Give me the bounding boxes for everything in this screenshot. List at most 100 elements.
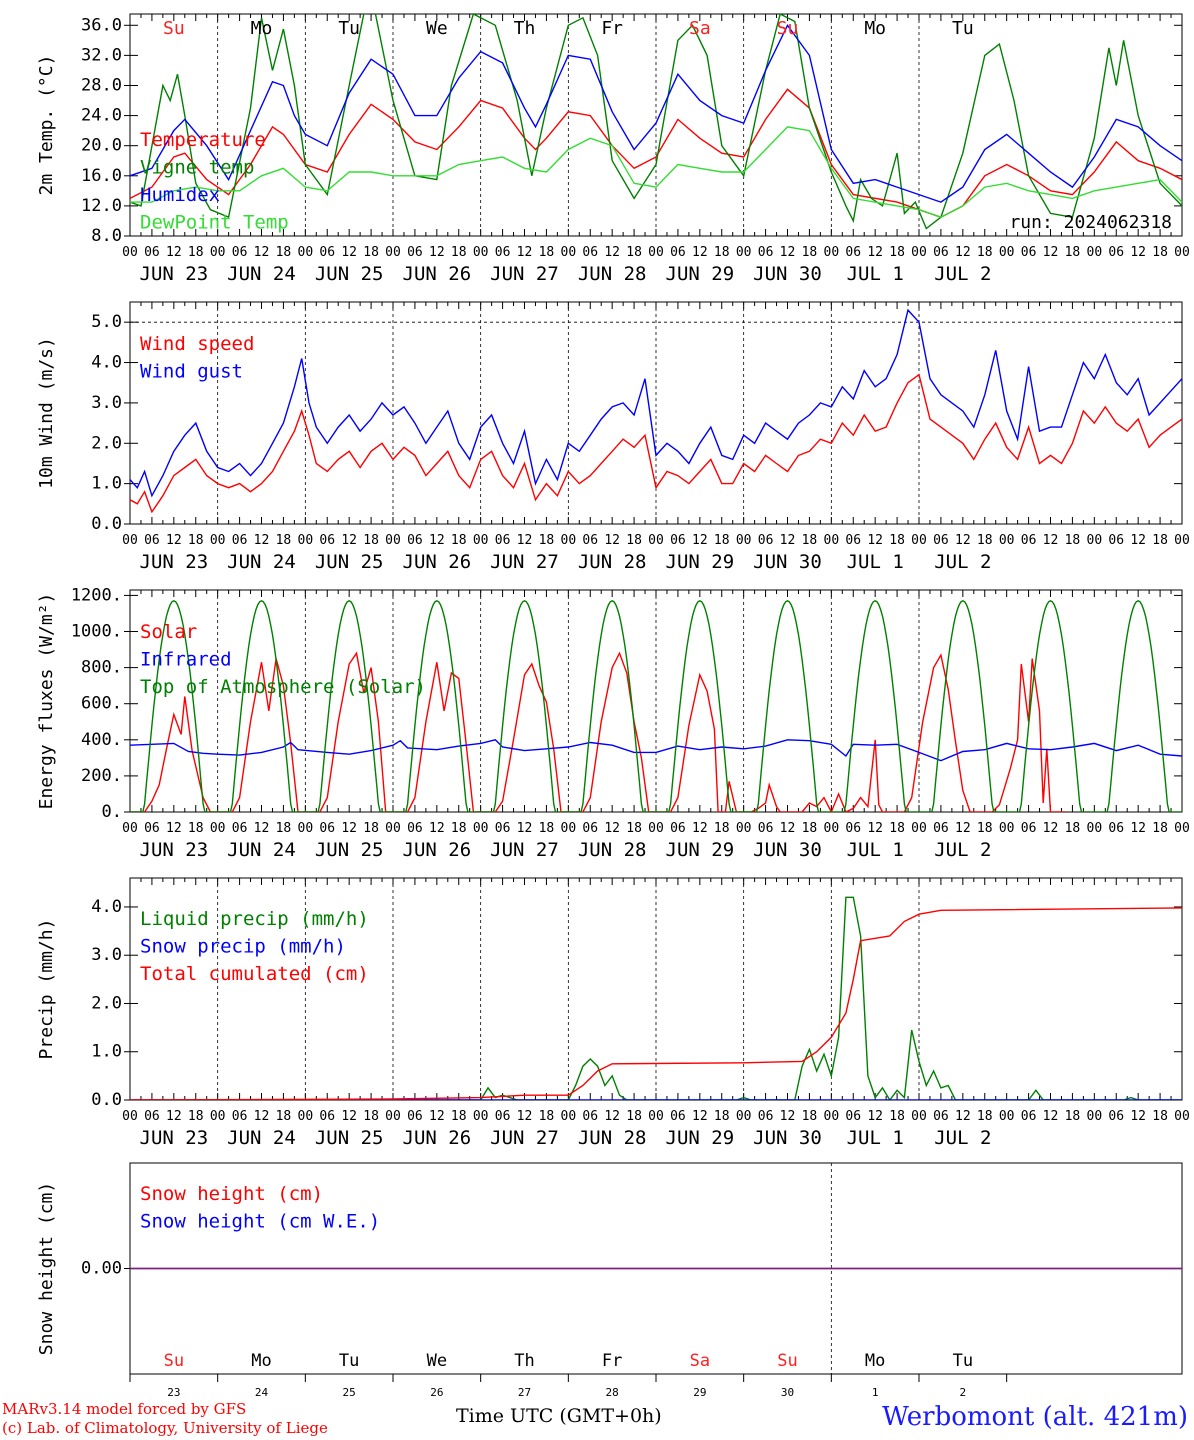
y-axis-title: Precip (mm/h) — [36, 919, 57, 1060]
series-line-wind-gust — [130, 308, 1182, 498]
date-label: JUN 26 — [403, 1127, 472, 1149]
hour-tick-label: 18 — [889, 821, 905, 836]
weekday-top-label: Mo — [251, 18, 273, 39]
hour-tick-label: 00 — [385, 821, 401, 836]
day-number-label: 1 — [872, 1386, 879, 1399]
day-number-label: 26 — [430, 1386, 443, 1399]
y-tick-label: 32.0 — [81, 45, 122, 65]
date-label: JUL 2 — [934, 839, 991, 861]
legend-entry: Snow height (cm) — [140, 1183, 323, 1205]
day-number-label: 25 — [343, 1386, 356, 1399]
hour-tick-label: 06 — [845, 821, 861, 836]
hour-tick-label: 12 — [1130, 1109, 1146, 1124]
y-tick-label: 4.0 — [91, 353, 122, 373]
date-label: JUN 28 — [578, 263, 647, 285]
hour-tick-label: 12 — [955, 533, 971, 548]
date-label: JUN 25 — [315, 839, 384, 861]
hour-tick-label: 12 — [1043, 533, 1059, 548]
y-tick-label: 24.0 — [81, 106, 122, 126]
series-line-solar — [130, 651, 1066, 812]
y-tick-label: 2.0 — [91, 993, 122, 1013]
hour-tick-label: 06 — [933, 1109, 949, 1124]
weekday-label: Th — [514, 1351, 534, 1371]
y-tick-label: 2.0 — [91, 433, 122, 453]
date-label: JUN 24 — [227, 551, 296, 573]
hour-tick-label: 18 — [276, 533, 292, 548]
hour-tick-label: 18 — [977, 245, 993, 260]
y-axis-title: 2m Temp. (°C) — [36, 55, 57, 196]
hour-tick-label: 06 — [845, 533, 861, 548]
date-label: JUL 2 — [934, 263, 991, 285]
date-label: JUN 26 — [403, 839, 472, 861]
hour-tick-label: 12 — [166, 245, 182, 260]
hour-tick-label: 12 — [692, 1109, 708, 1124]
hour-tick-label: 00 — [561, 821, 577, 836]
hour-tick-label: 18 — [714, 245, 730, 260]
legend-entry: Wind gust — [140, 361, 243, 383]
hour-tick-label: 06 — [933, 245, 949, 260]
legend-entry: Wind speed — [140, 333, 254, 355]
hour-tick-label: 00 — [736, 533, 752, 548]
hour-tick-label: 06 — [1021, 821, 1037, 836]
hour-tick-label: 06 — [232, 533, 248, 548]
x-axis-title: Time UTC (GMT+0h) — [456, 1405, 662, 1427]
hour-tick-label: 18 — [626, 533, 642, 548]
hour-tick-label: 06 — [933, 533, 949, 548]
date-label: JUN 28 — [578, 839, 647, 861]
weekday-top-label: Fr — [601, 18, 623, 39]
y-tick-label: 28.0 — [81, 75, 122, 95]
hour-tick-label: 00 — [648, 533, 664, 548]
hour-tick-label: 12 — [692, 533, 708, 548]
y-tick-label: 5.0 — [91, 312, 122, 332]
hour-tick-label: 06 — [758, 1109, 774, 1124]
hour-tick-label: 06 — [1108, 533, 1124, 548]
hour-tick-label: 00 — [911, 821, 927, 836]
hour-tick-label: 12 — [780, 1109, 796, 1124]
hour-tick-label: 00 — [385, 245, 401, 260]
hour-tick-label: 00 — [648, 245, 664, 260]
hour-tick-label: 18 — [451, 245, 467, 260]
hour-tick-label: 00 — [561, 533, 577, 548]
date-label: JUN 27 — [490, 263, 559, 285]
hour-tick-label: 12 — [254, 533, 270, 548]
hour-tick-label: 12 — [780, 821, 796, 836]
weekday-top-label: Th — [514, 18, 536, 39]
legend-entry: Total cumulated (cm) — [140, 963, 369, 985]
date-label: JUN 28 — [578, 551, 647, 573]
hour-tick-label: 00 — [1174, 821, 1190, 836]
day-number-label: 23 — [167, 1386, 180, 1399]
hour-tick-label: 12 — [780, 245, 796, 260]
date-label: JUN 23 — [140, 263, 209, 285]
weekday-label: We — [427, 1351, 447, 1371]
hour-tick-label: 12 — [166, 533, 182, 548]
hour-tick-label: 06 — [495, 245, 511, 260]
hour-tick-label: 18 — [714, 533, 730, 548]
hour-tick-label: 06 — [1021, 533, 1037, 548]
weekday-label: Mo — [865, 1351, 885, 1371]
hour-tick-label: 12 — [517, 533, 533, 548]
date-label: JUN 24 — [227, 839, 296, 861]
hour-tick-label: 06 — [407, 1109, 423, 1124]
hour-tick-label: 12 — [341, 533, 357, 548]
hour-tick-label: 06 — [670, 821, 686, 836]
date-label: JUN 30 — [753, 1127, 822, 1149]
hour-tick-label: 00 — [473, 533, 489, 548]
date-label: JUN 23 — [140, 551, 209, 573]
hour-tick-label: 06 — [319, 245, 335, 260]
series-line-dewpoint-temp — [130, 126, 1182, 218]
hour-tick-label: 18 — [1152, 1109, 1168, 1124]
hour-tick-label: 18 — [451, 821, 467, 836]
hour-tick-label: 00 — [999, 821, 1015, 836]
hour-tick-label: 06 — [232, 821, 248, 836]
weekday-top-label: Sa — [689, 18, 711, 39]
hour-tick-label: 12 — [1130, 533, 1146, 548]
y-tick-label: 1.0 — [91, 1042, 122, 1062]
weekday-label: Sa — [690, 1351, 710, 1371]
hour-tick-label: 18 — [363, 245, 379, 260]
hour-tick-label: 18 — [276, 1109, 292, 1124]
hour-tick-label: 18 — [889, 245, 905, 260]
hour-tick-label: 00 — [122, 821, 138, 836]
hour-tick-label: 06 — [1108, 1109, 1124, 1124]
hour-tick-label: 18 — [188, 1109, 204, 1124]
hour-tick-label: 00 — [1174, 245, 1190, 260]
